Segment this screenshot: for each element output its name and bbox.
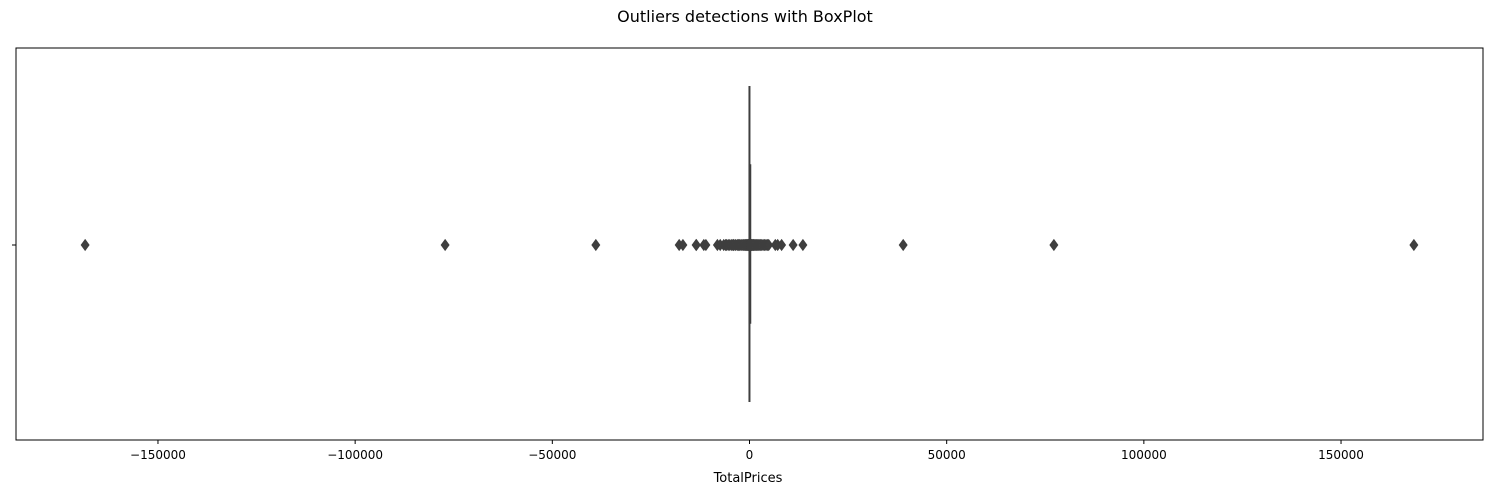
x-tick-label: −100000 [327,448,383,462]
outlier-point [591,238,601,252]
outlier-point [788,238,798,252]
outlier-point [678,238,688,252]
outlier-point [440,238,450,252]
x-tick-label: 50000 [928,448,966,462]
outlier-point [691,238,701,252]
x-tick-label: −50000 [528,448,576,462]
outlier-point [1049,238,1059,252]
chart-title: Outliers detections with BoxPlot [617,7,873,26]
x-axis-ticks: −150000 −100000 −50000 0 50000 100000 150000 [130,440,1364,462]
x-tick-label: 100000 [1121,448,1167,462]
x-tick-label: 0 [746,448,754,462]
outlier-point [898,238,908,252]
outlier-point [798,238,808,252]
x-tick-label: −150000 [130,448,186,462]
outlier-point [80,238,90,252]
outlier-point [777,238,787,252]
outlier-point [764,238,774,252]
x-axis-label: TotalPrices [713,471,783,486]
outlier-point [701,238,711,252]
outlier-point [1409,238,1419,252]
x-tick-label: 150000 [1318,448,1364,462]
outlier-layer [80,238,1419,252]
